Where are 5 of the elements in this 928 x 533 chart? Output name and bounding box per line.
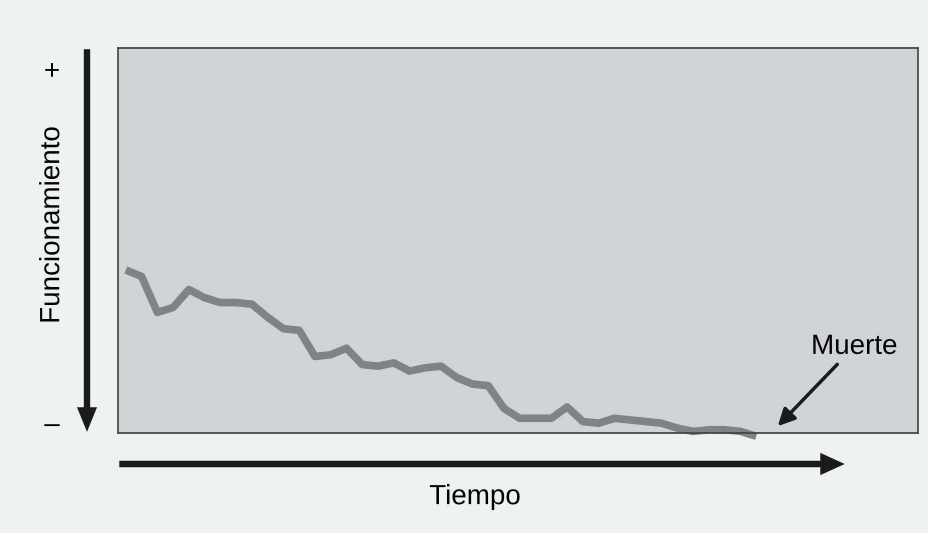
y-axis-title: Funcionamiento [39, 127, 60, 322]
text: Muerte [813, 334, 896, 354]
x-axis-title: Tiempo [430, 484, 520, 510]
text: – [44, 424, 60, 426]
text: + [45, 63, 59, 77]
